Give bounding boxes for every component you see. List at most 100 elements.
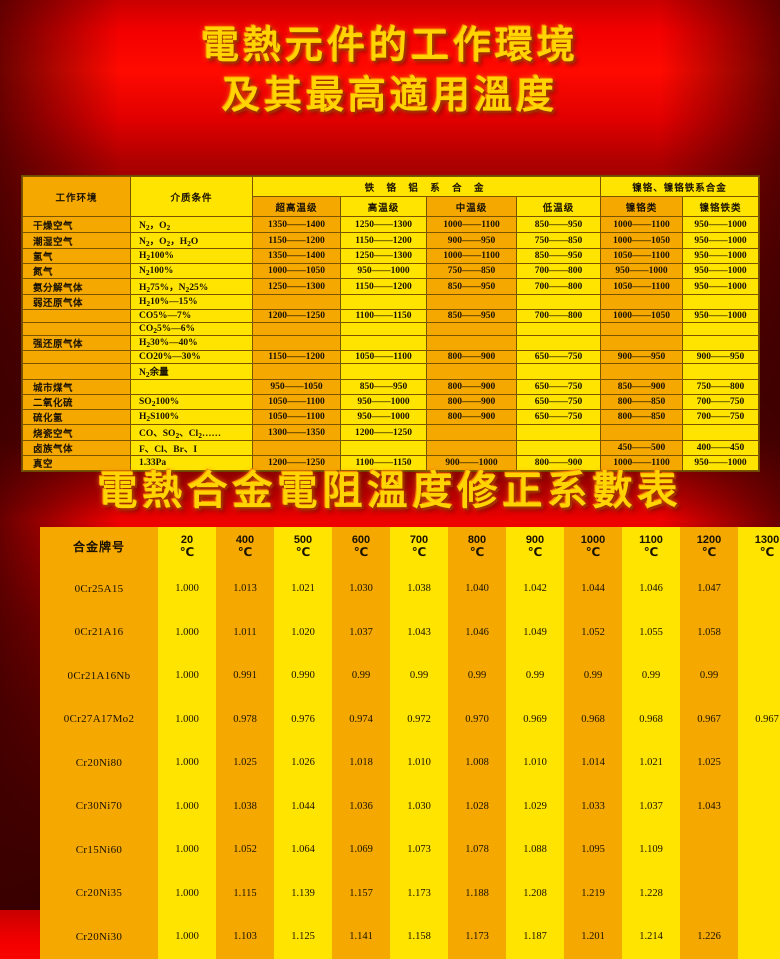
t1-cell-environment: 潮湿空气: [22, 232, 131, 249]
t1-cell-range-1: 1250——1300: [340, 248, 427, 264]
t2-cell-value-1: 0.978: [216, 697, 274, 741]
t2-cell-value-10: [738, 871, 780, 915]
t1-subheader-0: 超高温级: [252, 196, 341, 217]
t1-cell-environment: 烧瓷空气: [22, 424, 131, 441]
t2-header-temp-1100: 1100 ℃: [622, 527, 680, 567]
t1-cell-range-1: 950——1000: [340, 394, 427, 410]
t1-cell-range-0: [252, 335, 341, 351]
t2-cell-value-8: 1.037: [622, 784, 680, 828]
t2-cell-value-5: 1.028: [448, 784, 506, 828]
t1-cell-range-4: [600, 424, 684, 441]
t1-cell-range-4: 1050——1100: [600, 278, 684, 295]
t2-header-temp-1000: 1000 ℃: [564, 527, 622, 567]
t1-cell-environment: 氢气: [22, 248, 131, 264]
t2-cell-value-4: 1.030: [390, 784, 448, 828]
t1-cell-range-5: 950——1000: [682, 309, 760, 323]
t1-cell-range-1: 1150——1200: [340, 232, 427, 249]
t1-cell-range-1: [340, 440, 427, 456]
t2-cell-value-3: 0.99: [332, 654, 390, 698]
t2-cell-value-0: 1.000: [158, 741, 216, 785]
t1-cell-range-4: [600, 363, 684, 380]
t1-cell-range-5: 950——1000: [682, 232, 760, 249]
t2-cell-value-4: 0.99: [390, 654, 448, 698]
t1-cell-range-2: 800——900: [426, 409, 517, 425]
t1-cell-range-3: [515, 322, 602, 336]
t1-cell-range-1: 950——1000: [340, 409, 427, 425]
t2-cell-value-6: 1.042: [506, 567, 564, 611]
t1-cell-environment: 强还原气体: [22, 335, 131, 351]
t2-cell-alloy: 0Cr21A16: [40, 610, 158, 654]
t1-cell-range-2: [426, 424, 517, 441]
page-title-line3: 電熱合金電阻溫度修正系數表: [97, 467, 683, 514]
t1-cell-medium: H230%—40%: [130, 335, 253, 351]
t1-cell-medium: [130, 379, 253, 395]
t1-cell-environment: [22, 309, 131, 323]
t1-cell-range-5: 400——450: [682, 440, 760, 456]
t2-cell-value-9: 0.967: [680, 697, 738, 741]
t2-cell-alloy: Cr15Ni60: [40, 828, 158, 872]
t1-cell-range-0: 1250——1300: [252, 278, 341, 295]
page-title-line2: 及其最高適用溫度: [221, 72, 558, 117]
t1-subheader-4: 镍铬类: [600, 196, 684, 217]
working-environment-table: 工作环境 介质条件铁 铬 铝 系 合 金镍铬、镍铬铁系合金 超高温级 高温级 中温级 低温…: [22, 176, 760, 471]
t2-cell-value-7: 1.044: [564, 567, 622, 611]
t2-cell-value-7: 0.99: [564, 654, 622, 698]
t2-cell-value-6: 1.049: [506, 610, 564, 654]
t1-cell-range-0: [252, 363, 341, 380]
t2-cell-alloy: 0Cr27A17Mo2: [40, 697, 158, 741]
t1-cell-range-5: [682, 322, 760, 336]
t2-cell-value-4: 1.158: [390, 915, 448, 959]
t1-cell-environment: 干燥空气: [22, 216, 131, 233]
t1-cell-range-0: 1050——1100: [252, 409, 341, 425]
t2-cell-value-3: 1.030: [332, 567, 390, 611]
t2-cell-value-9: 1.025: [680, 741, 738, 785]
t2-cell-value-5: 1.008: [448, 741, 506, 785]
t1-cell-range-5: [682, 335, 760, 351]
t2-header-temp-1300: 1300 ℃: [738, 527, 780, 567]
t2-cell-alloy: 0Cr25A15: [40, 567, 158, 611]
t1-cell-range-4: 950——1000: [600, 263, 684, 279]
t2-cell-value-8: 1.046: [622, 567, 680, 611]
t1-cell-range-1: 1100——1150: [340, 455, 427, 471]
t1-cell-range-4: 450——500: [600, 440, 684, 456]
t2-cell-value-6: 0.969: [506, 697, 564, 741]
t1-cell-medium: N2，O2，H2O: [130, 232, 253, 249]
t1-cell-medium: H210%—15%: [130, 294, 253, 310]
t1-header-medium: 介质条件: [130, 176, 253, 217]
t1-cell-range-0: [252, 322, 341, 336]
table-row: 0Cr25A15 1.000 1.013 1.021 1.030 1.038 1.040 1.…: [40, 567, 780, 611]
t1-subheader-5: 镍铬铁类: [682, 196, 760, 217]
t1-subheader-2: 中温级: [426, 196, 517, 217]
t2-cell-value-10: [738, 567, 780, 611]
t1-cell-environment: 氮气: [22, 263, 131, 279]
t1-cell-range-5: 900——950: [682, 350, 760, 364]
t2-cell-value-9: 1.047: [680, 567, 738, 611]
t1-cell-range-2: 800——900: [426, 394, 517, 410]
t2-cell-value-1: 1.052: [216, 828, 274, 872]
t1-cell-range-5: 700——750: [682, 409, 760, 425]
t2-cell-value-1: 1.038: [216, 784, 274, 828]
t1-cell-range-4: [600, 294, 684, 310]
t2-cell-value-9: 1.043: [680, 784, 738, 828]
t2-header-temp-900: 900 ℃: [506, 527, 564, 567]
t1-cell-medium: CO25%—6%: [130, 322, 253, 336]
t1-cell-range-5: 950——1000: [682, 216, 760, 233]
t1-cell-range-3: [515, 424, 602, 441]
t1-cell-range-3: 850——950: [515, 248, 602, 264]
t2-cell-value-9: 1.058: [680, 610, 738, 654]
t2-cell-value-2: 1.026: [274, 741, 332, 785]
t2-cell-value-6: 0.99: [506, 654, 564, 698]
t2-cell-value-7: 1.201: [564, 915, 622, 959]
t1-cell-range-1: [340, 294, 427, 310]
t1-cell-range-2: 900——1000: [426, 455, 517, 471]
t2-cell-value-8: 1.109: [622, 828, 680, 872]
t2-cell-value-7: 1.219: [564, 871, 622, 915]
t1-cell-environment: [22, 322, 131, 336]
t2-cell-value-7: 1.052: [564, 610, 622, 654]
t2-cell-value-3: 1.069: [332, 828, 390, 872]
t2-cell-value-0: 1.000: [158, 654, 216, 698]
t1-cell-medium: CO5%—7%: [130, 309, 253, 323]
table-row: 氮气 N2100% 1000——1050 950——1000 750——850 700——…: [22, 263, 760, 279]
t1-cell-range-0: 1200——1250: [252, 309, 341, 323]
t2-cell-value-2: 0.990: [274, 654, 332, 698]
